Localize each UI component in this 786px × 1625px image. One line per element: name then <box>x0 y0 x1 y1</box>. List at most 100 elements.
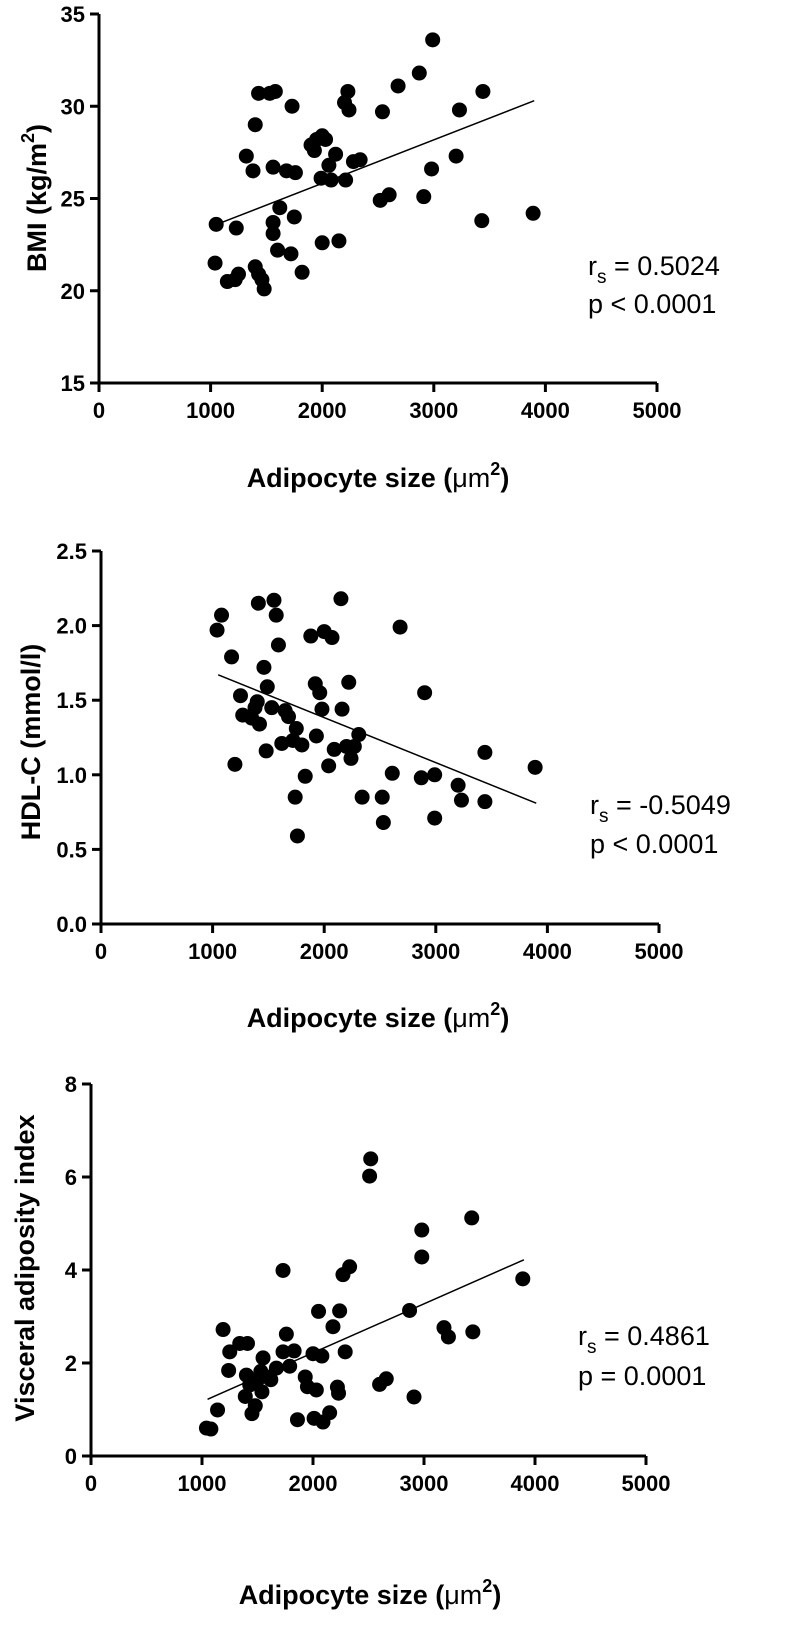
vai-data-point <box>363 1151 379 1167</box>
hdl-data-point <box>354 789 370 805</box>
vai-data-point <box>337 1344 353 1360</box>
vai-data-point <box>247 1398 263 1414</box>
vai-data-point <box>325 1319 341 1335</box>
vai-data-point <box>275 1262 291 1278</box>
bmi-data-point <box>231 266 246 282</box>
hdl-data-point <box>266 592 282 608</box>
hdl-data-point <box>258 743 274 759</box>
hdl-x-tick-label: 0 <box>95 939 107 964</box>
bmi-data-point <box>328 146 344 162</box>
bmi-data-point <box>318 131 334 147</box>
hdl-data-point <box>477 794 493 810</box>
vai-fit-line <box>207 1259 525 1400</box>
vai-data-point <box>221 1362 237 1378</box>
hdl-y-tick-label: 2.5 <box>56 539 87 564</box>
vai-data-point <box>464 1210 480 1226</box>
hdl-data-point <box>392 619 408 635</box>
vai-spearman-r: rs = 0.4861 <box>578 1321 710 1358</box>
hdl-data-point <box>264 700 280 716</box>
vai-data-point <box>378 1371 394 1387</box>
hdl-y-tick-label: 1.0 <box>56 763 87 788</box>
hdl-data-point <box>270 637 286 653</box>
bmi-x-tick-label: 4000 <box>521 398 570 423</box>
bmi-data-point <box>245 163 261 179</box>
vai-y-tick-label: 8 <box>65 1072 77 1097</box>
vai-data-point <box>222 1344 238 1360</box>
vai-data-point <box>255 1350 271 1366</box>
hdl-data-point <box>450 777 466 793</box>
bmi-data-point <box>425 32 441 48</box>
vai-data-point <box>210 1402 226 1418</box>
hdl-data-point <box>427 810 443 826</box>
hdl-data-point <box>224 649 240 665</box>
hdl-p-value: p < 0.0001 <box>590 829 718 859</box>
bmi-y-tick-label: 15 <box>61 371 85 396</box>
vai-x-axis-label: Adipocyte size (μm2) <box>239 1576 502 1610</box>
bmi-data-point <box>475 83 491 99</box>
hdl-data-point <box>289 828 305 844</box>
bmi-y-tick-label: 25 <box>61 187 85 212</box>
vai-x-tick-label: 5000 <box>622 1471 671 1496</box>
hdl-x-tick-label: 1000 <box>188 939 237 964</box>
hdl-data-point <box>427 767 443 783</box>
bmi-data-point <box>352 152 368 168</box>
bmi-data-point <box>340 83 356 99</box>
bmi-p-value: p < 0.0001 <box>588 289 716 319</box>
hdl-data-point <box>303 628 319 644</box>
vai-data-point <box>263 1372 279 1388</box>
vai-y-axis-label: Visceral adiposity index <box>10 1114 40 1421</box>
bmi-data-point <box>381 187 397 203</box>
hdl-data-point <box>341 674 357 690</box>
hdl-x-ticks: 0 1000 2000 3000 4000 5000 <box>95 924 684 964</box>
bmi-data-point <box>314 235 330 251</box>
hdl-data-point <box>527 759 543 775</box>
hdl-data-point <box>453 792 469 808</box>
vai-data-point <box>406 1389 422 1405</box>
bmi-x-tick-label: 2000 <box>298 398 347 423</box>
hdl-data-point <box>333 591 349 607</box>
bmi-data-point <box>341 102 357 118</box>
bmi-data-point <box>424 161 440 177</box>
hdl-x-axis-label: Adipocyte size (μm2) <box>247 999 510 1033</box>
hdl-y-ticks: 0.0 0.5 1.0 1.5 2.0 2.5 <box>56 539 101 937</box>
hdl-data-point <box>324 630 340 646</box>
vai-data-point <box>331 1385 347 1401</box>
hdl-x-tick-label: 5000 <box>635 939 684 964</box>
hdl-data-point <box>280 709 296 725</box>
bmi-y-tick-label: 20 <box>61 279 85 304</box>
bmi-data-point <box>390 78 406 94</box>
bmi-x-tick-label: 3000 <box>409 398 458 423</box>
bmi-data-point <box>228 220 244 236</box>
vai-data-point <box>342 1259 358 1275</box>
hdl-y-tick-label: 1.5 <box>56 688 87 713</box>
hdl-data-point <box>308 728 324 744</box>
vai-data-point <box>254 1384 270 1400</box>
bmi-y-ticks: 15 20 25 30 35 <box>61 2 99 396</box>
bmi-x-tick-label: 1000 <box>186 398 235 423</box>
hdl-y-axis-label: HDL-C (mmol/l) <box>16 644 46 840</box>
bmi-data-point <box>474 213 490 229</box>
vai-data-point <box>240 1335 256 1351</box>
bmi-data-point <box>267 83 283 99</box>
bmi-y-tick-label: 30 <box>61 94 85 119</box>
bmi-x-axis-label: Adipocyte size (μm2) <box>247 459 510 493</box>
bmi-data-point <box>284 98 300 114</box>
vai-x-tick-label: 1000 <box>178 1471 227 1496</box>
hdl-data-point <box>233 688 248 704</box>
hdl-data-point <box>287 789 303 805</box>
hdl-data-point <box>312 685 328 701</box>
hdl-data-point <box>249 694 265 710</box>
vai-data-point <box>278 1326 294 1342</box>
vai-data-point <box>311 1303 327 1319</box>
vai-data-point <box>322 1405 338 1421</box>
bmi-data-point <box>208 216 224 232</box>
vai-data-point <box>314 1348 330 1364</box>
bmi-y-tick-label: 35 <box>61 2 85 27</box>
hdl-x-tick-label: 4000 <box>523 939 572 964</box>
bmi-data-point <box>247 117 263 133</box>
vai-y-tick-label: 2 <box>65 1351 77 1376</box>
bmi-fit-line <box>221 100 535 224</box>
vai-x-tick-label: 2000 <box>289 1471 338 1496</box>
hdl-data-point <box>256 659 272 675</box>
